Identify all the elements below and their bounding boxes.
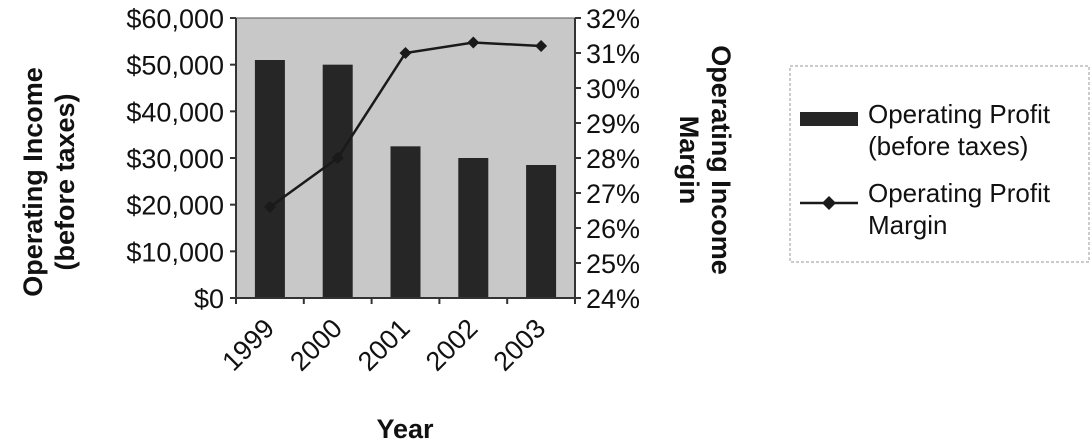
y-tick-label-right: 28%	[586, 144, 640, 174]
margin-point-1999	[263, 201, 276, 213]
y-axis-title-right: Operating IncomeMargin	[674, 45, 736, 275]
x-tick-label-2002: 2002	[420, 313, 484, 377]
x-tick-label-2000: 2000	[284, 313, 348, 377]
legend-label-line: Operating Profit Margin	[868, 178, 1051, 240]
margin-point-2002	[467, 36, 480, 49]
bar-1999	[254, 60, 285, 298]
y-tick-label-right: 26%	[586, 214, 640, 244]
y-tick-label-left: $50,000	[126, 51, 224, 81]
bar-2002	[458, 158, 489, 298]
y-tick-label-left: $40,000	[126, 97, 224, 127]
bar-2000	[322, 64, 353, 299]
x-axis-title: Year	[376, 414, 434, 443]
x-tick-label-1999: 1999	[216, 313, 280, 377]
y-tick-label-left: $60,000	[126, 4, 224, 34]
y-tick-label-left: $20,000	[126, 191, 224, 221]
margin-point-2000	[331, 152, 344, 164]
margin-point-2003	[535, 40, 548, 52]
margin-point-2001	[399, 47, 412, 59]
y-tick-label-right: 29%	[586, 109, 640, 139]
legend-label-bar: Operating Profit (before taxes)	[868, 99, 1051, 161]
y-tick-label-left: $0	[194, 284, 224, 314]
legend-swatch-bar	[800, 112, 858, 126]
y-tick-label-right: 30%	[586, 74, 640, 104]
y-tick-label-left: $30,000	[126, 144, 224, 174]
y-tick-label-right: 31%	[586, 39, 640, 69]
legend-marker	[822, 196, 836, 210]
bar-2001	[390, 146, 421, 298]
bar-2003	[526, 165, 557, 298]
legend: Operating Profit (before taxes) Operating…	[789, 65, 1090, 263]
y-tick-label-right: 24%	[586, 284, 640, 314]
y-tick-label-left: $10,000	[126, 237, 224, 267]
x-tick-label-2003: 2003	[488, 313, 552, 377]
y-axis-title-left: Operating Income(before taxes)	[18, 67, 80, 297]
y-tick-label-right: 27%	[586, 179, 640, 209]
x-tick-label-2001: 2001	[352, 313, 416, 377]
legend-box	[789, 65, 1090, 263]
y-tick-label-right: 32%	[586, 4, 640, 34]
y-tick-label-right: 25%	[586, 249, 640, 279]
